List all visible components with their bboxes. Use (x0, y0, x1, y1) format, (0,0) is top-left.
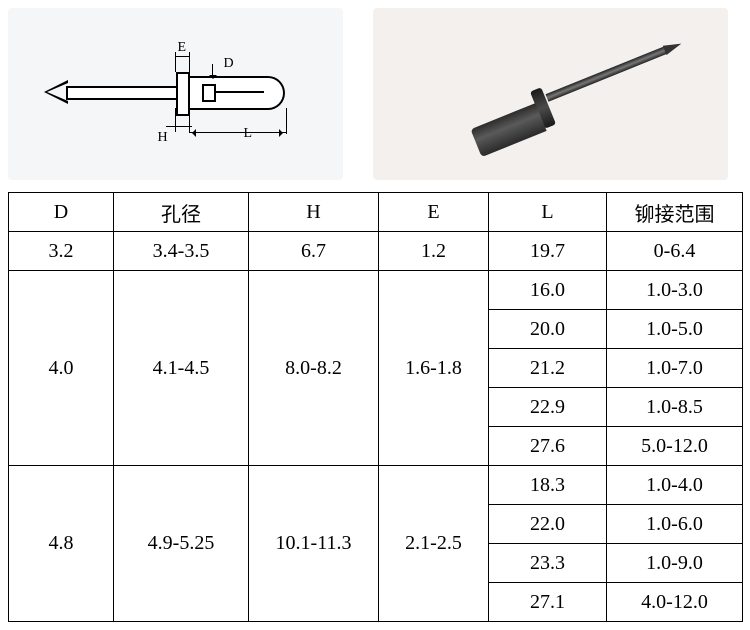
table-body: 3.23.4-3.56.71.219.70-6.44.04.1-4.58.0-8… (9, 232, 743, 622)
dim-label-H: H (158, 130, 168, 146)
cell-range: 0-6.4 (607, 232, 743, 271)
col-hole: 孔径 (114, 193, 249, 232)
cell-L: 22.0 (489, 505, 607, 544)
dim-label-D: D (224, 56, 234, 72)
cell-range: 4.0-12.0 (607, 583, 743, 622)
col-H: H (249, 193, 379, 232)
diagram-panel: E D H L (8, 8, 343, 180)
cell-range: 1.0-9.0 (607, 544, 743, 583)
dim-label-E: E (178, 40, 187, 56)
cell-range: 1.0-7.0 (607, 349, 743, 388)
cell-L: 16.0 (489, 271, 607, 310)
photo-panel (373, 8, 728, 180)
images-row: E D H L (8, 8, 742, 180)
cell-L: 27.6 (489, 427, 607, 466)
cell-range: 1.0-6.0 (607, 505, 743, 544)
col-D: D (9, 193, 114, 232)
cell-hole: 4.9-5.25 (114, 466, 249, 622)
cell-hole: 3.4-3.5 (114, 232, 249, 271)
cell-H: 8.0-8.2 (249, 271, 379, 466)
cell-L: 22.9 (489, 388, 607, 427)
cell-range: 1.0-5.0 (607, 310, 743, 349)
table-row: 4.04.1-4.58.0-8.21.6-1.816.01.0-3.0 (9, 271, 743, 310)
cell-L: 20.0 (489, 310, 607, 349)
cell-hole: 4.1-4.5 (114, 271, 249, 466)
cell-E: 2.1-2.5 (379, 466, 489, 622)
col-L: L (489, 193, 607, 232)
table-header-row: D 孔径 H E L 铆接范围 (9, 193, 743, 232)
cell-range: 5.0-12.0 (607, 427, 743, 466)
cell-L: 19.7 (489, 232, 607, 271)
cell-E: 1.6-1.8 (379, 271, 489, 466)
cell-range: 1.0-4.0 (607, 466, 743, 505)
dim-label-L: L (244, 126, 253, 142)
cell-range: 1.0-8.5 (607, 388, 743, 427)
col-range: 铆接范围 (607, 193, 743, 232)
cell-H: 6.7 (249, 232, 379, 271)
cell-H: 10.1-11.3 (249, 466, 379, 622)
cell-range: 1.0-3.0 (607, 271, 743, 310)
table-row: 4.84.9-5.2510.1-11.32.1-2.518.31.0-4.0 (9, 466, 743, 505)
cell-D: 3.2 (9, 232, 114, 271)
rivet-photo (401, 24, 701, 164)
cell-D: 4.0 (9, 271, 114, 466)
rivet-diagram: E D H L (26, 34, 326, 154)
cell-L: 18.3 (489, 466, 607, 505)
col-E: E (379, 193, 489, 232)
table-row: 3.23.4-3.56.71.219.70-6.4 (9, 232, 743, 271)
cell-L: 21.2 (489, 349, 607, 388)
cell-E: 1.2 (379, 232, 489, 271)
cell-D: 4.8 (9, 466, 114, 622)
cell-L: 27.1 (489, 583, 607, 622)
spec-table: D 孔径 H E L 铆接范围 3.23.4-3.56.71.219.70-6.… (8, 192, 743, 622)
cell-L: 23.3 (489, 544, 607, 583)
